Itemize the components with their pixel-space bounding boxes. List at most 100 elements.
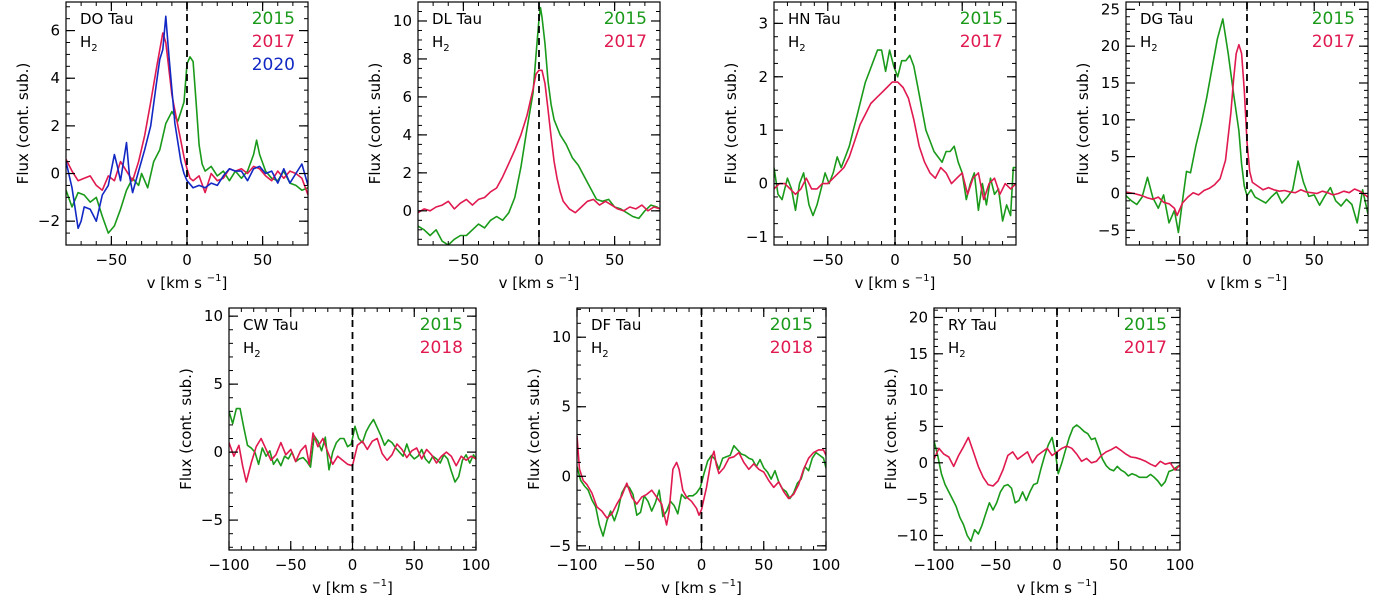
y-tick-label: 5	[1110, 148, 1120, 166]
x-tick-label: −50	[96, 251, 128, 269]
y-tick-label: 20	[1101, 37, 1120, 55]
y-tick-label: 0	[213, 443, 223, 461]
panel-dl-tau: −50 0 50 0 2 4 6 8 10 Flux (cont. sub.) v [km s −1…	[366, 1, 661, 292]
x-tick-label: −100	[208, 556, 249, 574]
legend-2015: 2015	[252, 9, 295, 29]
y-tick-label: 25	[1101, 0, 1120, 18]
y-tick-label: −10	[896, 526, 928, 544]
y-tick-label: 2	[758, 68, 768, 86]
y-tick-label: −5	[1098, 221, 1120, 239]
x-axis-label: v [km s −1]	[1017, 578, 1098, 597]
y-tick-label: 0	[758, 175, 768, 193]
legend-2015: 2015	[604, 9, 647, 29]
x-tick-label: 50	[754, 556, 773, 574]
x-axis-label: v [km s −1]	[855, 273, 936, 292]
y-tick-label: 4	[402, 126, 412, 144]
series-line-2015	[229, 407, 476, 483]
legend-2017: 2017	[1124, 338, 1167, 358]
x-axis-label: v [km s −1]	[661, 578, 742, 597]
x-tick-label: 0	[182, 251, 192, 269]
legend-2015: 2015	[960, 9, 1003, 29]
y-tick-label: 0	[402, 202, 412, 220]
y-axis-label: Flux (cont. sub.)	[177, 368, 195, 490]
species-label: H2	[591, 339, 609, 360]
series-line-2017	[934, 436, 1180, 487]
x-tick-label: −50	[980, 556, 1012, 574]
y-axis-label: Flux (cont. sub.)	[882, 368, 900, 490]
star-name-label: DG Tau	[1140, 10, 1193, 28]
y-tick-label: 10	[393, 12, 412, 30]
species-label: H2	[948, 339, 966, 360]
series-line-2015	[418, 6, 660, 245]
species-label: H2	[788, 33, 806, 54]
series-line-2020	[66, 15, 308, 230]
y-tick-label: 0	[918, 454, 928, 472]
y-tick-label: 10	[909, 381, 928, 399]
legend-2015: 2015	[770, 315, 813, 335]
y-tick-label: 20	[909, 308, 928, 326]
y-tick-label: 6	[402, 88, 412, 106]
species-label: H2	[80, 33, 98, 54]
x-tick-label: −50	[623, 556, 655, 574]
star-name-label: DO Tau	[80, 10, 134, 28]
legend-2017: 2017	[960, 32, 1003, 52]
species-label: H2	[243, 339, 261, 360]
y-tick-label: 6	[50, 22, 60, 40]
legend-2015: 2015	[1124, 315, 1167, 335]
x-tick-label: 50	[253, 251, 272, 269]
legend-2017: 2017	[604, 32, 647, 52]
x-tick-label: 50	[405, 556, 424, 574]
x-tick-label: 50	[1305, 251, 1324, 269]
y-tick-label: −1	[746, 228, 768, 246]
y-tick-label: 3	[758, 14, 768, 32]
x-tick-label: −50	[1164, 251, 1196, 269]
x-tick-label: 100	[812, 556, 841, 574]
series-line-2015	[774, 49, 1016, 222]
x-tick-label: 0	[1052, 556, 1062, 574]
x-tick-label: −50	[448, 251, 480, 269]
x-axis-label: v [km s −1]	[499, 273, 580, 292]
y-axis-label: Flux (cont. sub.)	[366, 63, 384, 185]
legend-2017: 2017	[252, 32, 295, 52]
y-tick-label: 5	[561, 398, 571, 416]
y-tick-label: −5	[906, 490, 928, 508]
y-tick-label: −5	[549, 537, 571, 555]
y-tick-label: 15	[909, 345, 928, 363]
series-line-2017	[774, 81, 1016, 201]
panel-hn-tau: −50 0 50 −1 0 1 2 3 Flux (cont. sub.) v [km s −1]…	[722, 1, 1017, 292]
species-label: H2	[1140, 33, 1158, 54]
series-line-2017	[1126, 43, 1368, 217]
x-tick-label: 50	[953, 251, 972, 269]
x-axis-label: v [km s −1]	[1207, 273, 1288, 292]
y-axis-label: Flux (cont. sub.)	[14, 63, 32, 185]
x-tick-label: 0	[890, 251, 900, 269]
y-tick-label: 1	[758, 121, 768, 139]
x-tick-label: −50	[812, 251, 844, 269]
y-tick-label: −5	[201, 511, 223, 529]
y-tick-label: 15	[1101, 74, 1120, 92]
legend-2018: 2018	[420, 338, 463, 358]
x-tick-label: −50	[275, 556, 307, 574]
y-tick-label: 5	[213, 375, 223, 393]
series-line-2017	[418, 69, 660, 214]
star-name-label: HN Tau	[788, 10, 841, 28]
legend-2020: 2020	[252, 55, 295, 75]
star-name-label: DF Tau	[591, 316, 641, 334]
legend-2015: 2015	[420, 315, 463, 335]
x-tick-label: −100	[556, 556, 597, 574]
x-tick-label: 0	[1242, 251, 1252, 269]
x-axis-label: v [km s −1]	[312, 578, 393, 597]
y-tick-label: 5	[918, 417, 928, 435]
y-tick-label: 0	[1110, 184, 1120, 202]
star-name-label: RY Tau	[948, 316, 997, 334]
y-tick-label: 4	[50, 69, 60, 87]
x-tick-label: 50	[605, 251, 624, 269]
x-tick-label: 100	[462, 556, 491, 574]
series-line-2015	[1126, 18, 1368, 234]
y-tick-label: 10	[1101, 111, 1120, 129]
